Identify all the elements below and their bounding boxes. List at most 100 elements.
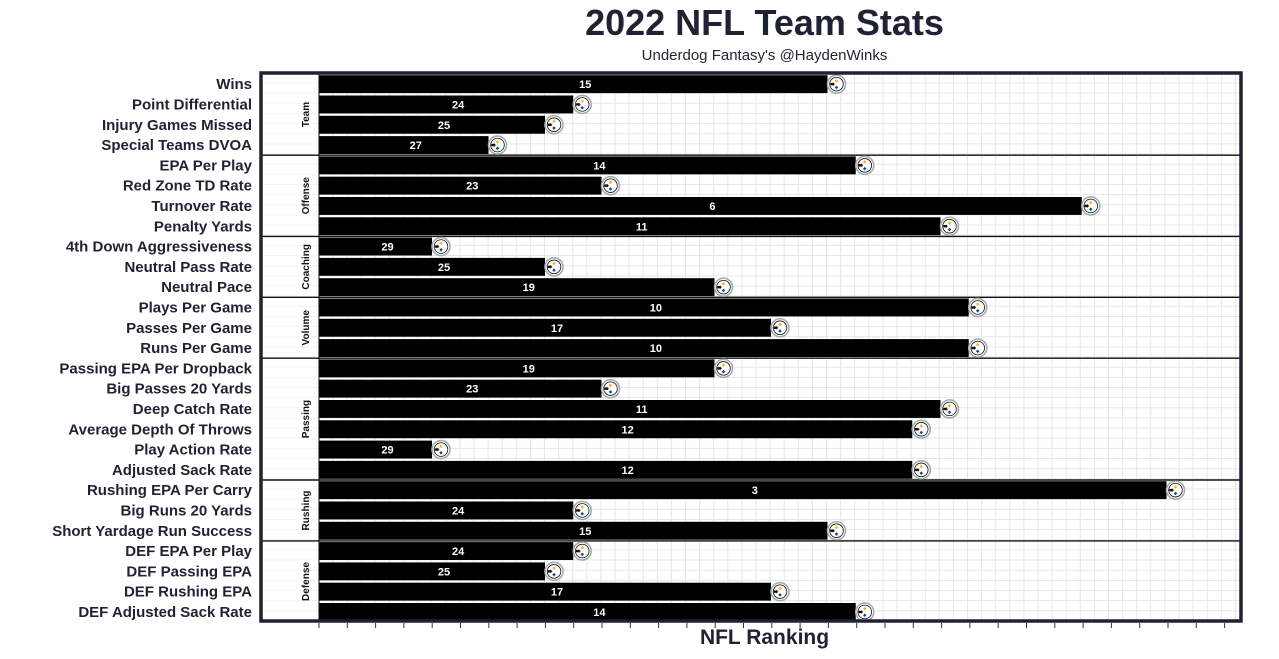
group-labels: Team Offense Coaching Volume Passing Rushing D…: [301, 102, 312, 601]
bar-rank-label: 24: [452, 505, 465, 517]
bar-rank-label: 15: [579, 526, 591, 538]
metric-label: Neutral Pace: [161, 279, 252, 296]
metric-label: DEF EPA Per Play: [125, 543, 252, 560]
bar: [319, 197, 1082, 215]
bar: [319, 237, 432, 256]
pittsburgh-steelers-logo-icon: [967, 297, 988, 318]
metric-label: Runs Per Game: [140, 340, 252, 357]
logo-face: [433, 442, 449, 457]
pittsburgh-steelers-logo-icon: [487, 135, 508, 155]
bar: [319, 156, 856, 175]
logo-wordmark: [830, 529, 834, 532]
bar: [319, 521, 828, 540]
bar-rank-label: 24: [452, 546, 465, 558]
pittsburgh-steelers-logo-icon: [544, 114, 564, 135]
pittsburgh-steelers-logo-icon: [572, 94, 593, 115]
bar: [319, 136, 489, 154]
logo-wordmark: [943, 407, 947, 411]
logo-wordmark: [717, 367, 721, 370]
logo-face: [829, 523, 844, 538]
logo-face: [942, 401, 957, 417]
logo-wordmark: [575, 103, 580, 106]
bar: [319, 115, 545, 134]
bar-rank-label: 24: [452, 99, 465, 111]
logo-wordmark: [1169, 488, 1173, 492]
pittsburgh-steelers-logo-icon: [1165, 480, 1186, 500]
logo-wordmark: [830, 82, 834, 86]
group-label: Team: [301, 102, 312, 127]
logo-hypocycloid: [834, 525, 839, 530]
metric-labels: Wins Point Differential Injury Games Misse…: [52, 76, 252, 621]
logo-hypocycloid: [439, 248, 443, 252]
metric-label: Neutral Pass Rate: [124, 259, 252, 276]
pittsburgh-steelers-logo-icon: [431, 439, 451, 460]
metric-label: Average Depth Of Throws: [68, 421, 252, 438]
logo-wordmark: [434, 448, 439, 451]
bar: [319, 400, 941, 418]
logo-hypocycloid: [834, 532, 839, 536]
bar: [319, 95, 574, 114]
bar: [319, 603, 856, 621]
group-label: Offense: [301, 177, 312, 215]
bar: [319, 420, 913, 439]
bar-rank-label: 23: [466, 384, 478, 396]
metric-label: Point Differential: [132, 96, 252, 113]
logo-face: [546, 564, 562, 579]
logo-hypocycloid: [1088, 207, 1093, 212]
metric-label: Penalty Yards: [154, 218, 252, 235]
pittsburgh-steelers-logo-icon: [939, 399, 960, 419]
logo-wordmark: [547, 265, 552, 269]
logo-face: [575, 503, 590, 518]
bar-rank-label: 15: [579, 79, 591, 91]
metric-label: Rushing EPA Per Carry: [87, 482, 253, 499]
metric-label: Play Action Rate: [134, 442, 252, 459]
logo-wordmark: [943, 225, 947, 228]
bar: [319, 217, 941, 236]
pittsburgh-steelers-logo-icon: [854, 602, 875, 622]
bar: [319, 582, 771, 601]
logo-face: [1168, 482, 1183, 498]
metric-label: Adjusted Sack Rate: [112, 462, 252, 479]
logo-face: [490, 137, 505, 153]
metric-label: Wins: [216, 76, 252, 93]
logo-face: [546, 259, 562, 275]
metric-label: DEF Passing EPA: [126, 563, 252, 580]
bar-rank-label: 19: [523, 363, 535, 375]
chart-subtitle: Underdog Fantasy's @HaydenWinks: [641, 47, 888, 64]
bar: [319, 298, 969, 317]
logo-wordmark: [858, 164, 863, 167]
pittsburgh-steelers-logo-icon: [911, 419, 932, 440]
logo-face: [716, 361, 731, 376]
logo-wordmark: [914, 428, 919, 431]
logo-wordmark: [914, 468, 919, 472]
metric-label: 4th Down Aggressiveness: [66, 239, 252, 256]
bar-rank-label: 17: [551, 587, 563, 599]
pittsburgh-steelers-logo-icon: [826, 74, 847, 94]
bar-rank-label: 25: [438, 120, 450, 132]
facet-strip-column: [261, 73, 319, 621]
logo-face: [1083, 198, 1098, 214]
logo-wordmark: [858, 610, 863, 614]
logo-face: [772, 584, 788, 599]
logo-wordmark: [547, 123, 552, 126]
logo-wordmark: [971, 306, 976, 309]
metric-label: Passing EPA Per Dropback: [59, 360, 252, 377]
logo-wordmark: [773, 326, 778, 329]
group-label: Rushing: [301, 490, 312, 530]
bar-rank-label: 17: [551, 323, 563, 335]
pittsburgh-steelers-logo-icon: [826, 520, 847, 541]
logo-face: [772, 320, 788, 335]
logo-wordmark: [717, 285, 721, 289]
logo-face: [970, 300, 985, 315]
logo-wordmark: [604, 184, 608, 187]
logo-face: [603, 381, 618, 396]
bar: [319, 562, 545, 581]
chart-title: 2022 NFL Team Stats: [585, 2, 944, 43]
logo-face: [433, 239, 449, 254]
bar-rank-label: 12: [622, 465, 634, 477]
metric-label: Special Teams DVOA: [101, 137, 252, 154]
metric-label: Big Runs 20 Yards: [121, 502, 252, 519]
bar-rank-label: 19: [523, 282, 535, 294]
logo-face: [857, 604, 872, 620]
logo-wordmark: [604, 387, 608, 390]
